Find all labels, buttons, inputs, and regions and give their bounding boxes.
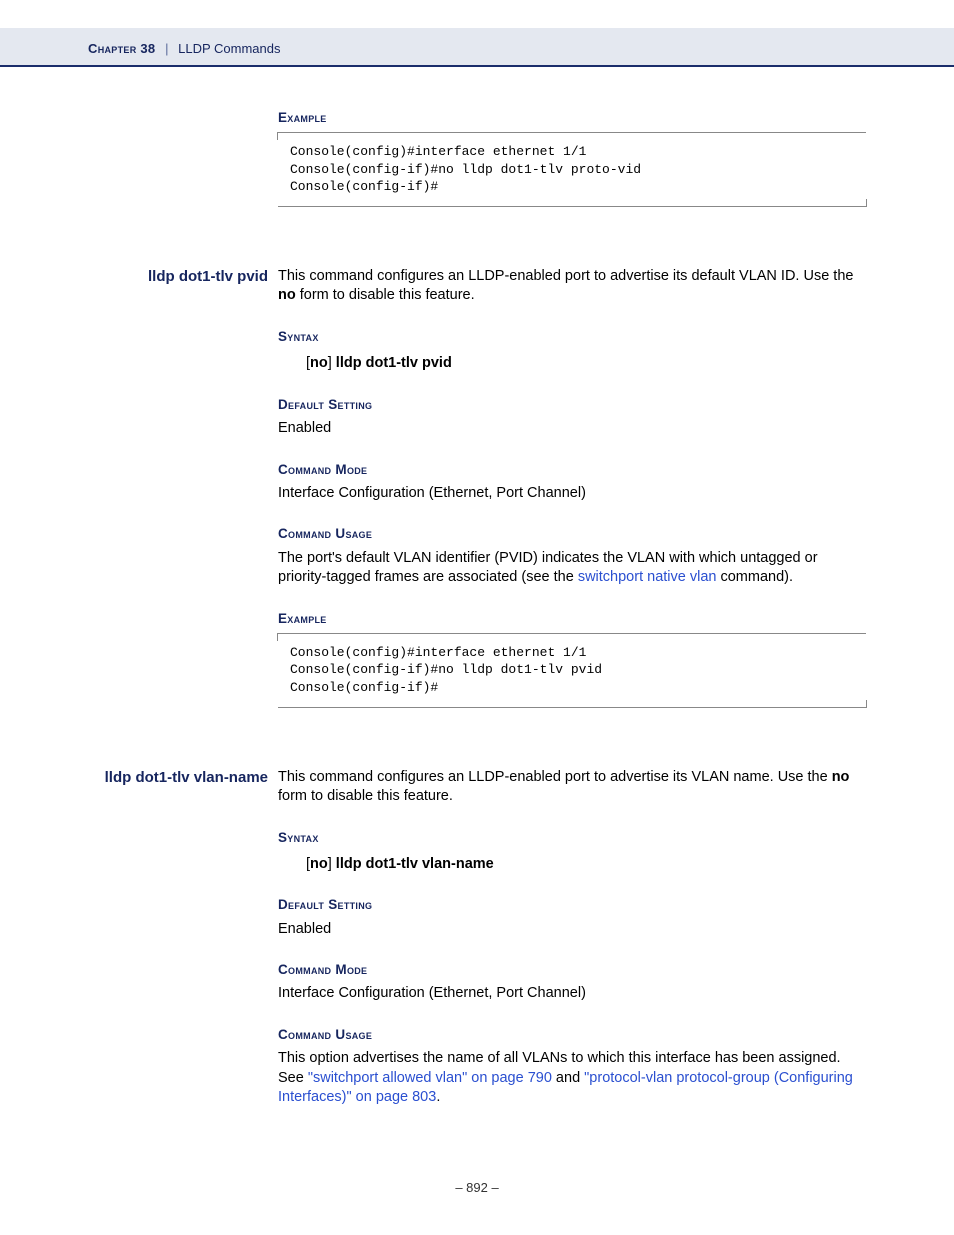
usage-post: . — [436, 1089, 440, 1105]
mode-heading: Command Mode — [278, 461, 866, 479]
command-pvid: lldp dot1-tlv pvid This command configur… — [88, 267, 866, 306]
syntax-no: no — [310, 355, 328, 371]
code-text: Console(config)#interface ethernet 1/1 C… — [290, 644, 854, 697]
command-vlan-name-details: Syntax [no] lldp dot1-tlv vlan-name Defa… — [278, 829, 866, 1108]
syntax-line: [no] lldp dot1-tlv vlan-name — [306, 855, 866, 875]
usage-heading: Command Usage — [278, 1026, 866, 1044]
page-content: Example Console(config)#interface ethern… — [0, 67, 954, 1195]
desc-pre: This command configures an LLDP-enabled … — [278, 268, 853, 284]
example-heading: Example — [278, 109, 866, 127]
mode-heading: Command Mode — [278, 961, 866, 979]
header-title: LLDP Commands — [178, 41, 280, 56]
command-vlan-name: lldp dot1-tlv vlan-name This command con… — [88, 768, 866, 807]
code-block: Console(config)#interface ethernet 1/1 C… — [278, 132, 866, 207]
example-block-1: Example Console(config)#interface ethern… — [278, 109, 866, 207]
desc-post: form to disable this feature. — [278, 788, 453, 804]
header-separator: | — [165, 41, 168, 56]
default-value: Enabled — [278, 920, 866, 940]
chapter-label: Chapter 38 — [88, 41, 155, 56]
desc-bold: no — [278, 287, 296, 303]
command-description: This command configures an LLDP-enabled … — [278, 267, 866, 306]
mode-value: Interface Configuration (Ethernet, Port … — [278, 484, 866, 504]
desc-pre: This command configures an LLDP-enabled … — [278, 769, 832, 785]
usage-text: This option advertises the name of all V… — [278, 1049, 866, 1108]
example-heading: Example — [278, 610, 866, 628]
syntax-heading: Syntax — [278, 829, 866, 847]
command-name: lldp dot1-tlv pvid — [88, 267, 278, 287]
mode-value: Interface Configuration (Ethernet, Port … — [278, 984, 866, 1004]
usage-heading: Command Usage — [278, 525, 866, 543]
command-name: lldp dot1-tlv vlan-name — [88, 768, 278, 788]
desc-post: form to disable this feature. — [296, 287, 475, 303]
usage-mid: and — [552, 1070, 584, 1086]
syntax-line: [no] lldp dot1-tlv pvid — [306, 354, 866, 374]
default-heading: Default Setting — [278, 896, 866, 914]
usage-post: command). — [716, 569, 793, 585]
syntax-cmd: lldp dot1-tlv pvid — [332, 355, 452, 371]
default-heading: Default Setting — [278, 396, 866, 414]
syntax-heading: Syntax — [278, 328, 866, 346]
link-switchport-allowed-vlan[interactable]: "switchport allowed vlan" on page 790 — [308, 1070, 552, 1086]
page-header: Chapter 38 | LLDP Commands — [0, 28, 954, 67]
default-value: Enabled — [278, 419, 866, 439]
code-text: Console(config)#interface ethernet 1/1 C… — [290, 143, 854, 196]
desc-bold: no — [832, 769, 850, 785]
page-number: – 892 – — [88, 1180, 866, 1195]
code-block: Console(config)#interface ethernet 1/1 C… — [278, 633, 866, 708]
link-switchport-native-vlan[interactable]: switchport native vlan — [578, 569, 717, 585]
syntax-no: no — [310, 856, 328, 872]
usage-text: The port's default VLAN identifier (PVID… — [278, 549, 866, 588]
command-pvid-details: Syntax [no] lldp dot1-tlv pvid Default S… — [278, 328, 866, 708]
command-description: This command configures an LLDP-enabled … — [278, 768, 866, 807]
syntax-cmd: lldp dot1-tlv vlan-name — [332, 856, 494, 872]
